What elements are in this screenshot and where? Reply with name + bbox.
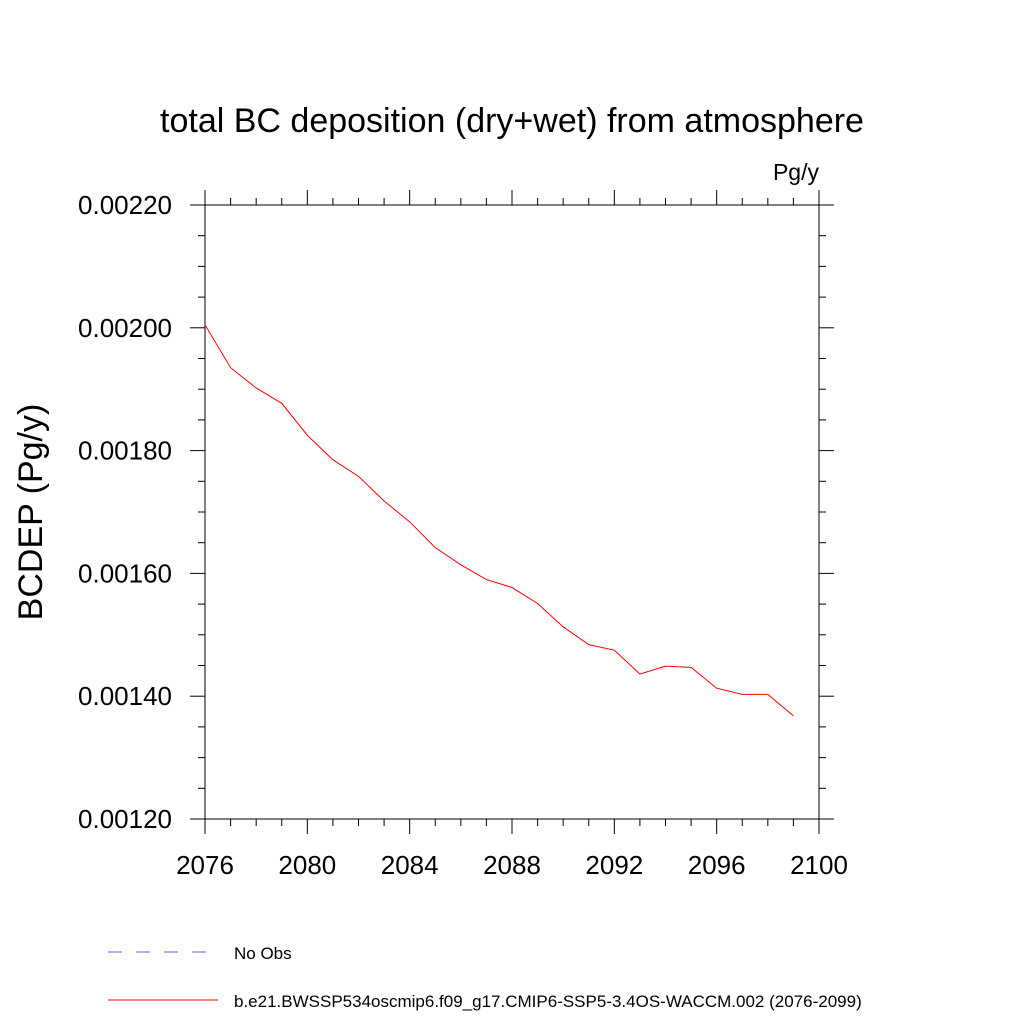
- plot-frame: [204, 204, 820, 820]
- y-tick-label: 0.00140: [78, 681, 172, 711]
- units-label: Pg/y: [773, 159, 820, 185]
- y-tick-label: 0.00180: [78, 436, 172, 466]
- y-tick-label: 0.00160: [78, 558, 172, 588]
- y-tick-labels: 0.00120 0.00140 0.00160 0.00180 0.00200 0.002…: [78, 190, 172, 834]
- legend-label-model: b.e21.BWSSP534oscmip6.f09_g17.CMIP6-SSP5…: [234, 992, 862, 1011]
- x-tick-label: 2096: [688, 850, 746, 880]
- y-axis-label: BCDEP (Pg/y): [12, 404, 50, 621]
- series-line-0: [204, 324, 794, 717]
- x-tick-label: 2076: [176, 850, 234, 880]
- series-layer: [204, 324, 794, 717]
- axis-ticks: [190, 190, 834, 834]
- x-tick-label: 2088: [483, 850, 541, 880]
- y-tick-label: 0.00220: [78, 190, 172, 220]
- legend: No Obs b.e21.BWSSP534oscmip6.f09_g17.CMI…: [108, 944, 862, 1011]
- y-tick-label: 0.00120: [78, 804, 172, 834]
- chart-title: total BC deposition (dry+wet) from atmos…: [160, 102, 864, 140]
- x-tick-labels: 2076 2080 2084 2088 2092 2096 2100: [176, 850, 848, 880]
- x-tick-label: 2092: [585, 850, 643, 880]
- x-tick-label: 2084: [381, 850, 439, 880]
- y-tick-label: 0.00200: [78, 313, 172, 343]
- x-tick-label: 2100: [790, 850, 848, 880]
- x-tick-label: 2080: [278, 850, 336, 880]
- legend-label-no-obs: No Obs: [234, 944, 292, 963]
